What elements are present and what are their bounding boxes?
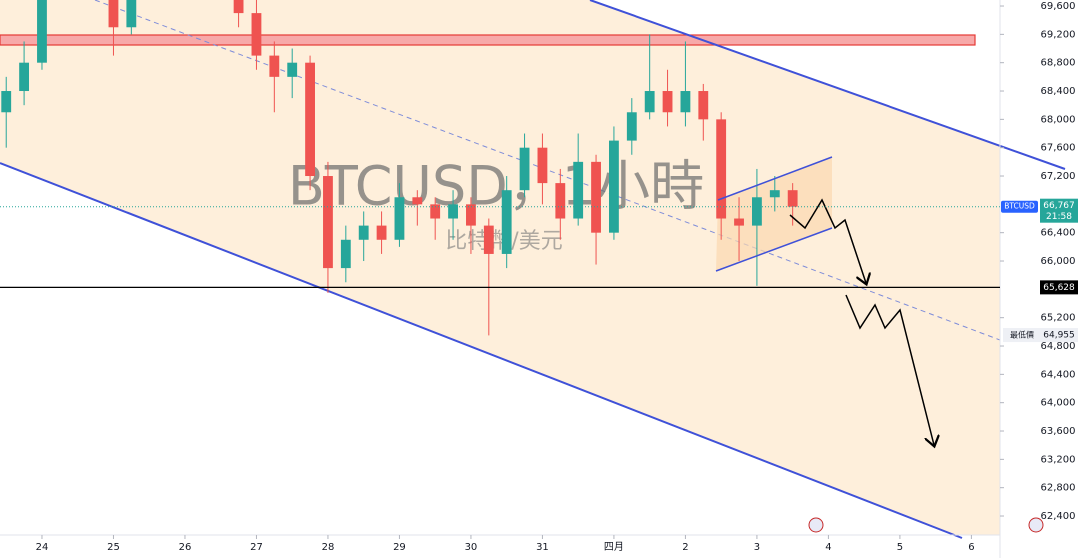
projection-arrow xyxy=(845,294,934,445)
x-tick-label: 30 xyxy=(465,542,478,553)
candle-body xyxy=(573,161,584,219)
y-tick-label: 67,200 xyxy=(1041,171,1076,182)
x-tick-label: 31 xyxy=(536,542,549,553)
channel-midline xyxy=(94,0,1000,341)
event-icon[interactable] xyxy=(1028,517,1044,533)
channel-upper xyxy=(589,0,1066,170)
y-tick-label: 68,400 xyxy=(1041,86,1076,97)
x-tick-label: 26 xyxy=(179,542,192,553)
level-tag-text: 65,628 xyxy=(1043,283,1075,293)
symbol-tag xyxy=(1001,200,1038,213)
y-tick-label: 64,400 xyxy=(1041,369,1076,380)
projection-arrow xyxy=(789,198,866,283)
y-tick-label: 63,200 xyxy=(1041,454,1076,465)
x-tick-label: 27 xyxy=(250,542,263,553)
low-tag xyxy=(1003,328,1078,343)
drawings xyxy=(0,0,1000,535)
x-tick-label: 5 xyxy=(897,542,903,553)
x-tick-label: 6 xyxy=(968,542,974,553)
y-tick-label: 64,000 xyxy=(1041,398,1076,409)
y-tick-label: 62,800 xyxy=(1041,483,1076,494)
candle-body xyxy=(323,176,333,269)
candle-body xyxy=(126,0,137,28)
y-tick-label: 65,200 xyxy=(1041,313,1076,324)
candle-body xyxy=(662,91,673,113)
x-tick-label: 28 xyxy=(322,542,335,553)
candle-body xyxy=(752,197,762,226)
candle-body xyxy=(591,161,601,233)
price-tag xyxy=(1040,198,1078,223)
candle-body xyxy=(305,62,315,177)
candle-body xyxy=(609,140,619,233)
candle-body xyxy=(394,197,405,240)
candle-body xyxy=(769,190,780,198)
candle-body xyxy=(626,112,637,141)
candle-body xyxy=(644,91,655,113)
x-tick-label: 3 xyxy=(754,542,760,553)
candle-body xyxy=(37,0,47,63)
y-tick-label: 69,200 xyxy=(1041,29,1076,40)
y-tick-label: 69,600 xyxy=(1041,1,1076,12)
candle-body xyxy=(358,225,369,240)
candle-body xyxy=(376,225,387,240)
y-tick-label: 67,600 xyxy=(1041,143,1076,154)
event-icon[interactable] xyxy=(808,517,824,533)
y-tick-label: 62,400 xyxy=(1041,511,1076,522)
x-tick-label: 29 xyxy=(393,542,406,553)
candle-body xyxy=(787,190,798,207)
candle-body xyxy=(448,204,458,219)
y-tick-label: 68,000 xyxy=(1041,114,1076,125)
candle-body xyxy=(501,190,512,254)
candle-body xyxy=(698,91,709,120)
price-tag-text: 66,767 xyxy=(1043,201,1075,211)
symbol-tag-text: BTCUSD xyxy=(1004,202,1035,211)
watermark-title: BTCUSD，1小時 xyxy=(288,155,704,218)
y-tick-label: 64,800 xyxy=(1041,341,1076,352)
candle-body xyxy=(430,204,441,219)
x-tick-label: 2 xyxy=(682,542,688,553)
candle-body xyxy=(287,62,298,77)
x-tick-label: 25 xyxy=(107,542,120,553)
channel-lower xyxy=(0,162,963,539)
candle-body xyxy=(412,197,423,205)
channel-fill xyxy=(0,0,1000,535)
candle-body xyxy=(716,119,727,219)
x-tick-label: 四月 xyxy=(604,541,624,553)
candle-body xyxy=(680,91,691,113)
low-tag-value: 64,955 xyxy=(1043,331,1075,341)
low-tag-name: 最低價 xyxy=(1010,330,1034,340)
small-channel-upper xyxy=(717,156,833,201)
y-tick-label: 66,400 xyxy=(1041,228,1076,239)
candle-body xyxy=(537,147,548,184)
y-tick-label: 66,000 xyxy=(1041,256,1076,267)
overlay xyxy=(715,156,1044,533)
candle-body xyxy=(251,13,262,56)
y-tick-label: 68,800 xyxy=(1041,58,1076,69)
resistance-zone xyxy=(0,34,976,46)
candles xyxy=(1,0,798,336)
candle-body xyxy=(108,0,119,28)
x-tick-label: 24 xyxy=(36,542,49,553)
small-channel-fill xyxy=(716,157,832,271)
candle-body xyxy=(340,239,351,269)
candle-body xyxy=(483,225,494,254)
candle-body xyxy=(269,55,280,77)
candle-body xyxy=(233,0,244,14)
candle-body xyxy=(519,147,530,191)
candle-body xyxy=(555,183,566,219)
x-tick-label: 4 xyxy=(825,542,831,553)
small-channel-lower xyxy=(715,227,833,272)
y-tick-label: 63,600 xyxy=(1041,426,1076,437)
candle-body xyxy=(466,204,476,226)
candle-body xyxy=(19,62,30,92)
candle-body xyxy=(1,91,12,113)
countdown-text: 21:58 xyxy=(1046,212,1072,222)
candle-body xyxy=(734,218,744,226)
level-tag xyxy=(1040,280,1078,295)
